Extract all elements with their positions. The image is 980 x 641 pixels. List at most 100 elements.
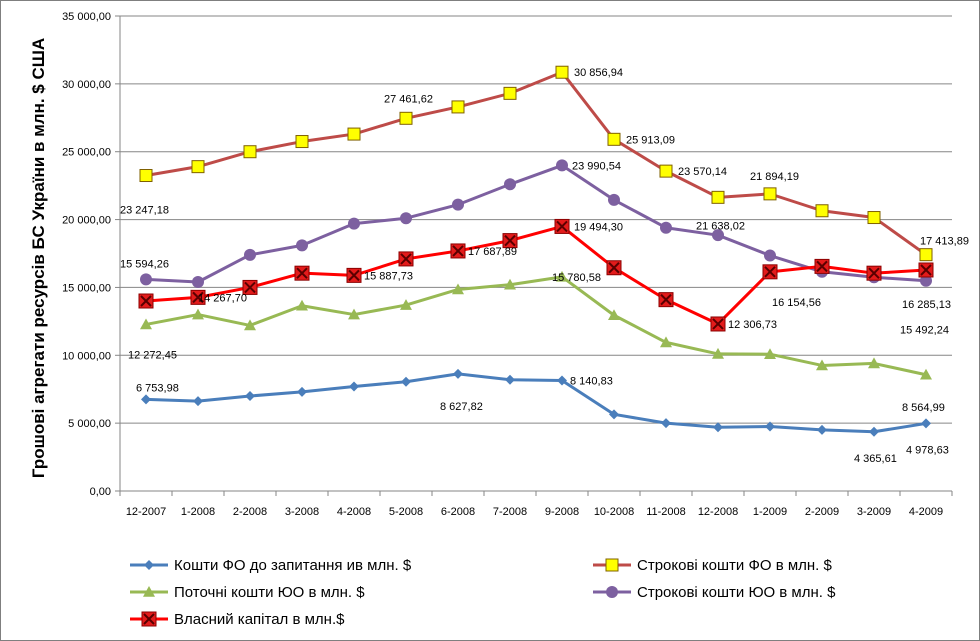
legend-item-5: Власний капітал в млн.$ (130, 611, 345, 628)
data-label: 17 413,89 (920, 236, 969, 248)
data-point (557, 375, 567, 386)
data-point (765, 421, 775, 432)
legend-item-4: Строкові кошти ЮО в млн. $ (593, 584, 836, 601)
data-point (713, 422, 723, 433)
data-point (192, 308, 204, 320)
data-point (817, 424, 827, 435)
axes (115, 15, 953, 496)
legend-label: Поточні кошти ЮО в млн. $ (174, 584, 365, 601)
data-point (191, 160, 205, 174)
data-point (453, 368, 463, 379)
data-point-cross (244, 281, 256, 294)
data-label: 14 267,70 (198, 292, 247, 304)
series-1 (141, 368, 931, 437)
x-tick-label: 4-2008 (337, 506, 371, 518)
gridlines (120, 15, 952, 424)
x-tick-label: 2-2009 (805, 506, 839, 518)
x-tick-label: 4-2009 (909, 506, 943, 518)
data-label: 15 780,58 (552, 272, 601, 284)
data-point (503, 86, 517, 100)
data-point (349, 381, 359, 392)
data-point (816, 359, 828, 371)
data-label: 21 638,02 (696, 220, 745, 232)
data-label: 16 154,56 (772, 297, 821, 309)
data-point (245, 391, 255, 401)
data-point-cross (868, 267, 880, 279)
data-label: 4 978,63 (906, 444, 949, 456)
y-axis-label: Грошові агрегати ресурсів БС України в м… (29, 38, 48, 478)
x-tick-label: 12-2007 (126, 506, 166, 518)
data-point (348, 308, 360, 320)
data-point-cross (920, 264, 932, 276)
x-tick-label: 9-2008 (545, 506, 579, 518)
y-tick-label: 5 000,00 (68, 418, 111, 430)
data-label: 8 627,82 (440, 401, 483, 413)
data-label: 6 753,98 (136, 382, 179, 394)
data-point (399, 111, 413, 125)
x-tick-label: 3-2009 (857, 506, 891, 518)
series-line (145, 275, 927, 377)
data-label: 4 365,61 (854, 453, 897, 465)
data-point-cross (556, 220, 568, 233)
x-tick-label: 3-2008 (285, 506, 319, 518)
data-point (140, 273, 152, 286)
x-tick-label: 11-2008 (646, 506, 686, 518)
data-label: 17 687,89 (468, 246, 517, 258)
data-point (919, 248, 933, 262)
data-point (452, 283, 464, 295)
data-point (141, 394, 151, 405)
data-point (712, 347, 724, 359)
x-tick-label: 12-2008 (698, 506, 738, 518)
legend-item-2: Строкові кошти ФО в млн. $ (593, 557, 833, 574)
data-point-cross (192, 291, 204, 304)
series-3 (140, 270, 932, 380)
data-point-cross (296, 267, 308, 279)
data-point (867, 211, 881, 225)
data-point (605, 558, 619, 572)
data-point (297, 386, 307, 397)
x-tick-labels: 12-2007 1-2008 2-2008 3-2008 4-2008 5-2008 6-2… (126, 506, 943, 518)
data-label: 23 570,14 (678, 166, 727, 178)
data-point (920, 368, 932, 380)
data-point-cross (504, 234, 516, 247)
data-point (295, 135, 309, 149)
x-tick-label: 5-2008 (389, 506, 423, 518)
data-point (607, 132, 621, 146)
data-label: 23 247,18 (120, 205, 169, 217)
data-point-cross (816, 260, 828, 273)
data-point (660, 221, 672, 234)
x-tick-label: 1-2008 (181, 506, 215, 518)
data-point (504, 278, 516, 290)
series-line (145, 70, 927, 256)
data-point-cross (348, 269, 360, 282)
legend-label: Строкові кошти ФО в млн. $ (637, 557, 833, 574)
data-point (764, 249, 776, 262)
data-point (348, 217, 360, 230)
data-point (400, 212, 412, 225)
y-tick-label: 35 000,00 (62, 11, 111, 23)
y-tick-label: 30 000,00 (62, 79, 111, 91)
legend-label: Власний капітал в млн.$ (174, 611, 345, 628)
data-label: 21 894,19 (750, 171, 799, 183)
data-point (606, 586, 618, 598)
x-tick-label: 2-2008 (233, 506, 267, 518)
data-label: 23 990,54 (572, 160, 621, 172)
series-5 (138, 218, 934, 332)
data-point (764, 348, 776, 359)
data-point (608, 193, 620, 206)
data-point (556, 159, 568, 172)
data-point (659, 164, 673, 178)
data-label: 27 461,62 (384, 93, 433, 105)
data-point (555, 65, 569, 79)
data-label: 12 272,45 (128, 349, 177, 361)
data-point (451, 100, 465, 114)
y-tick-labels: 0,00 5 000,00 10 000,00 15 000,00 20 000,00 2… (62, 11, 111, 498)
data-point (763, 187, 777, 201)
data-point (400, 299, 412, 310)
data-point (452, 198, 464, 211)
y-tick-label: 0,00 (90, 486, 111, 498)
data-label: 12 306,73 (728, 319, 777, 331)
data-point (661, 418, 671, 429)
legend-item-3: Поточні кошти ЮО в млн. $ (130, 584, 365, 601)
